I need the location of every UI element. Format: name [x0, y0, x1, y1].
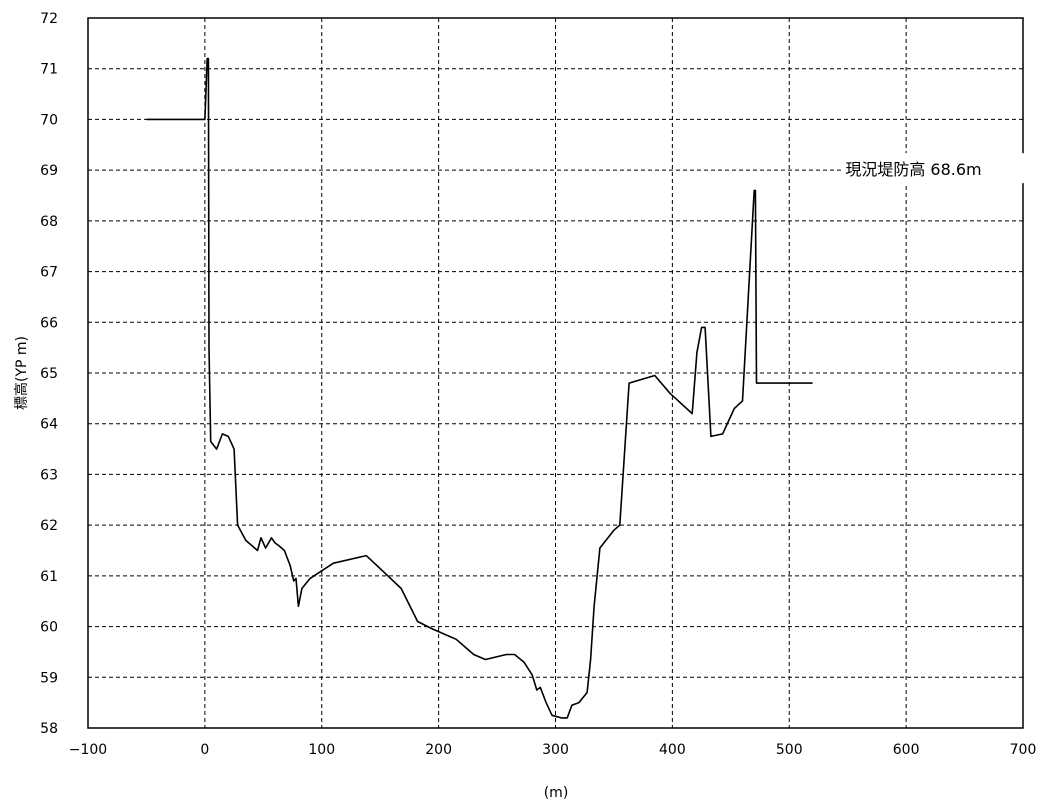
y-tick-label: 58	[40, 721, 58, 737]
x-tick-label: 0	[200, 742, 209, 758]
annotation-layer: 現況堤防高 68.6m	[841, 153, 1032, 184]
x-tick-label: 600	[893, 742, 920, 758]
y-tick-label: 64	[40, 417, 58, 433]
y-tick-label: 71	[40, 62, 58, 78]
x-tick-label: 400	[659, 742, 686, 758]
annotation-label: 現況堤防高 68.6m	[845, 160, 981, 179]
plot-border	[87, 17, 1024, 729]
y-tick-labels: 58 59 60 61 62 63 64 65 66 67 68 69 70 71 72	[40, 11, 58, 737]
x-tick-label: 200	[425, 742, 452, 758]
y-tick-label: 66	[40, 315, 58, 331]
y-tick-label: 60	[40, 620, 58, 636]
y-tick-label: 63	[40, 467, 58, 483]
x-tick-label: 500	[776, 742, 803, 758]
y-tick-label: 70	[40, 112, 58, 128]
y-tick-label: 67	[40, 265, 58, 281]
y-tick-label: 69	[40, 163, 58, 179]
y-tick-label: 59	[40, 670, 58, 686]
y-tick-label: 65	[40, 366, 58, 382]
y-tick-label: 68	[40, 214, 58, 230]
x-tick-label: −100	[69, 742, 107, 758]
x-tick-label: 100	[308, 742, 335, 758]
y-tick-label: 62	[40, 518, 58, 534]
annotation-bg	[841, 153, 1032, 184]
x-tick-label: 700	[1010, 742, 1037, 758]
series-line	[146, 57, 813, 719]
x-tick-labels: −100 0 100 200 300 400 500 600 700	[69, 742, 1037, 758]
y-tick-label: 72	[40, 11, 58, 27]
x-axis-label: (m)	[544, 785, 569, 801]
y-tick-label: 61	[40, 569, 58, 585]
x-tick-label: 300	[542, 742, 569, 758]
series-layer	[146, 57, 813, 719]
y-axis-label: 標高(YP m)	[13, 336, 30, 410]
